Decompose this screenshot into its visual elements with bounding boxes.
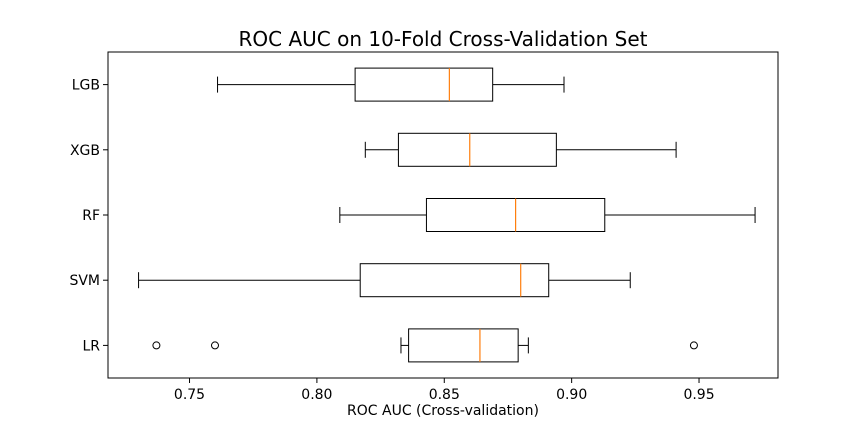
y-tick-label: SVM	[69, 273, 100, 289]
flier-point	[689, 341, 698, 350]
y-tick-label: LGB	[72, 78, 100, 94]
box-rf	[339, 198, 756, 232]
flier-point	[152, 341, 161, 350]
x-axis-label: ROC AUC (Cross-validation)	[347, 403, 539, 419]
x-axis: 0.75 0.80 0.85 0.90 0.95	[174, 378, 715, 403]
x-tick-label: 0.85	[429, 387, 460, 403]
box-lgb	[217, 67, 565, 102]
y-tick-label: XGB	[70, 143, 100, 159]
flier-point	[210, 341, 219, 350]
y-axis: LGB XGB RF SVM LR	[69, 78, 108, 354]
x-tick-label: 0.75	[174, 387, 205, 403]
x-tick-label: 0.80	[301, 387, 332, 403]
box-xgb	[364, 132, 677, 167]
iqr-box	[397, 132, 557, 167]
plot-area	[138, 67, 756, 363]
x-tick-label: 0.90	[556, 387, 587, 403]
iqr-box	[359, 263, 550, 298]
iqr-box	[408, 328, 519, 363]
iqr-box	[354, 67, 494, 102]
y-tick-label: LR	[82, 338, 100, 354]
x-tick-label: 0.95	[683, 387, 714, 403]
y-tick-label: RF	[82, 208, 100, 224]
chart-title: ROC AUC on 10-Fold Cross-Validation Set	[238, 27, 647, 51]
box-svm	[138, 263, 631, 298]
box-lr	[152, 328, 698, 363]
